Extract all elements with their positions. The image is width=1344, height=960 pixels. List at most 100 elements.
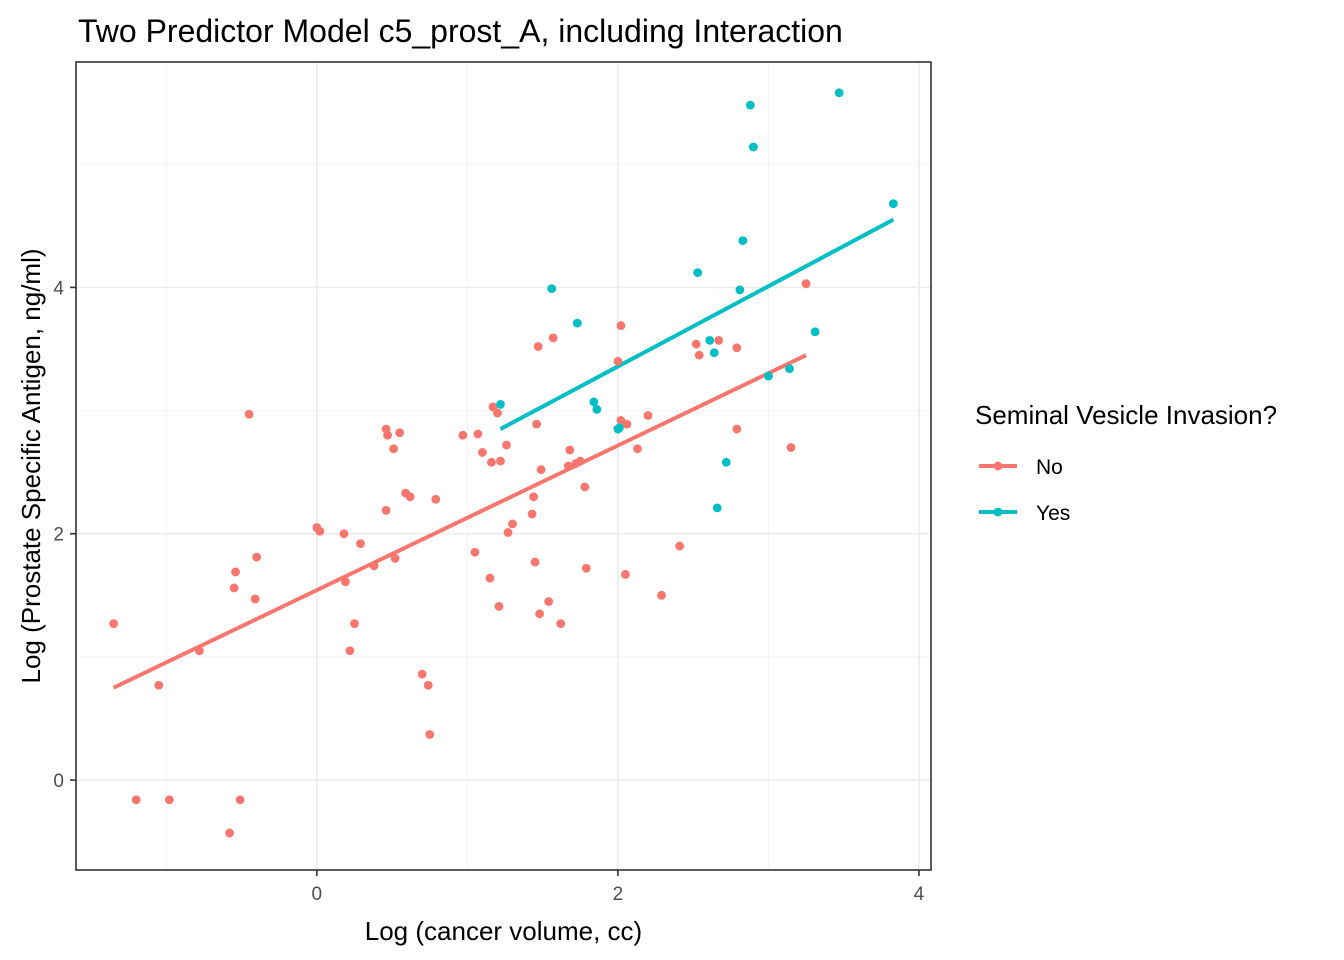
data-point-no — [229, 583, 239, 593]
data-point-no — [732, 424, 742, 434]
data-point-no — [621, 569, 630, 579]
data-point-yes — [834, 88, 844, 98]
data-points — [109, 88, 898, 838]
data-point-no — [478, 448, 487, 457]
data-point-no — [622, 419, 632, 429]
y-tick-label: 2 — [53, 525, 64, 546]
legend-title: Seminal Vesicle Invasion? — [975, 400, 1277, 430]
data-point-no — [556, 619, 566, 629]
data-point-no — [487, 457, 496, 467]
data-point-yes — [496, 400, 505, 409]
data-point-no — [154, 680, 164, 690]
data-point-no — [473, 429, 483, 439]
data-point-no — [633, 444, 642, 454]
y-tick-label: 4 — [53, 278, 64, 299]
data-point-no — [383, 430, 392, 440]
data-point-no — [389, 444, 399, 454]
data-point-yes — [709, 348, 719, 358]
data-point-no — [548, 333, 558, 343]
fit-line-no — [112, 353, 807, 690]
data-point-yes — [810, 327, 820, 337]
data-point-no — [431, 494, 441, 504]
data-point-no — [164, 795, 174, 805]
data-point-no — [381, 505, 391, 515]
data-point-no — [801, 279, 811, 289]
data-point-no — [195, 646, 204, 656]
data-point-no — [563, 461, 573, 471]
data-point-yes — [748, 142, 758, 152]
grid-minor — [76, 62, 931, 870]
data-point-no — [529, 492, 539, 502]
data-point-yes — [712, 503, 722, 513]
data-point-no — [244, 409, 254, 419]
data-point-no — [341, 577, 350, 587]
data-point-no — [714, 335, 724, 345]
data-point-no — [390, 553, 400, 563]
data-point-no — [395, 428, 405, 438]
data-point-no — [405, 492, 415, 502]
data-point-no — [503, 528, 513, 537]
data-point-yes — [888, 199, 898, 209]
data-point-no — [533, 342, 543, 351]
data-point-no — [356, 539, 365, 548]
data-point-yes — [589, 397, 599, 407]
x-tick-label: 0 — [312, 884, 323, 905]
x-axis: 0 2 4 — [312, 870, 925, 905]
fit-line-yes — [499, 217, 895, 431]
data-point-no — [613, 356, 623, 366]
data-point-yes — [572, 318, 582, 328]
data-point-yes — [592, 404, 602, 414]
legend-label: Yes — [1036, 502, 1070, 525]
data-point-yes — [547, 284, 557, 294]
panel-border — [75, 61, 932, 871]
data-point-no — [225, 828, 234, 838]
legend-item-yes: Yes — [979, 502, 1070, 525]
data-point-no — [470, 547, 480, 557]
legend-key-point — [993, 461, 1003, 471]
data-point-yes — [705, 335, 715, 345]
data-point-no — [250, 594, 260, 604]
data-point-no — [732, 343, 742, 353]
data-point-no — [494, 602, 504, 611]
data-point-no — [575, 456, 585, 466]
data-point-no — [565, 445, 575, 455]
data-point-no — [109, 619, 119, 629]
data-point-no — [544, 597, 554, 606]
data-point-no — [315, 526, 325, 536]
data-point-no — [425, 730, 435, 739]
data-point-yes — [615, 423, 624, 433]
data-point-no — [786, 443, 796, 452]
data-point-no — [496, 456, 505, 466]
data-point-no — [527, 509, 537, 519]
y-axis-title: Log (Prostate Specific Antigen, ng/ml) — [16, 248, 46, 683]
data-point-no — [345, 646, 355, 656]
legend-label: No — [1036, 456, 1063, 479]
data-point-no — [643, 411, 653, 420]
data-point-yes — [785, 364, 794, 374]
data-point-no — [675, 541, 685, 551]
y-axis: 0 2 4 — [53, 278, 76, 792]
data-point-yes — [693, 268, 703, 278]
legend-key-point — [993, 507, 1003, 517]
grid-major — [76, 62, 931, 870]
data-point-no — [350, 619, 359, 629]
data-point-no — [252, 552, 262, 562]
data-point-no — [423, 680, 433, 690]
fit-lines — [112, 217, 895, 690]
x-tick-label: 4 — [914, 884, 925, 905]
data-point-no — [532, 419, 542, 429]
data-point-no — [530, 557, 540, 567]
data-point-no — [131, 795, 141, 805]
data-point-no — [694, 350, 704, 360]
y-tick-label: 0 — [53, 771, 64, 792]
data-point-yes — [745, 100, 755, 110]
data-point-no — [657, 590, 666, 600]
x-tick-label: 2 — [613, 884, 624, 905]
data-point-no — [535, 609, 545, 619]
data-point-yes — [721, 457, 731, 467]
data-point-no — [417, 669, 427, 679]
data-point-no — [616, 321, 626, 330]
x-axis-title: Log (cancer volume, cc) — [365, 916, 642, 946]
data-point-no — [339, 529, 349, 539]
